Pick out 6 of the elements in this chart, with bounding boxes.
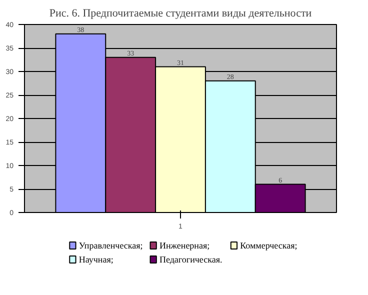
legend-label: Научная; [78, 254, 114, 264]
chart-title: Рис. 6. Предпочитаемые студентами виды деятельности [49, 8, 312, 20]
legend-label: Управленческая; [78, 240, 143, 250]
legend-label: Педагогическая. [159, 254, 222, 264]
legend-label: Инженерная; [159, 240, 210, 250]
legend-label: Коммерческая; [240, 240, 298, 250]
